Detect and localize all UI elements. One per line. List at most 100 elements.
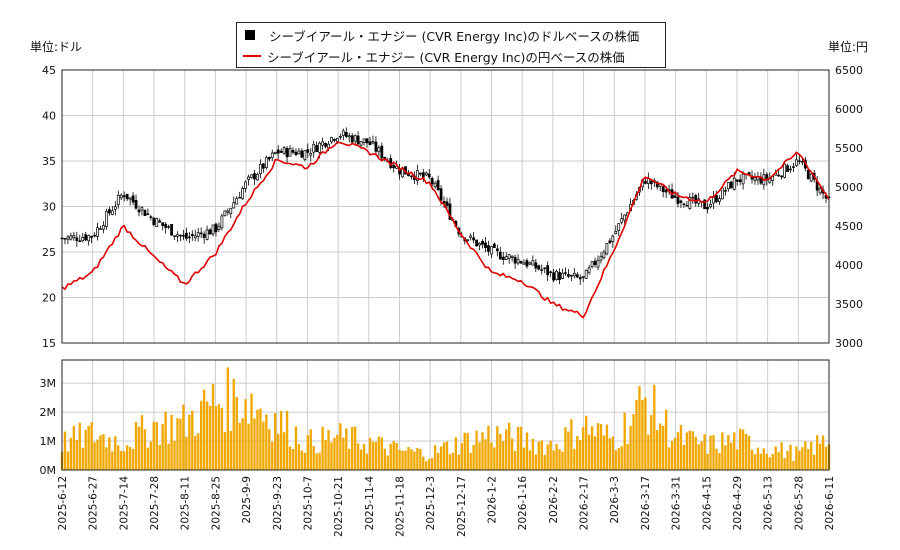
candle-body	[321, 141, 324, 146]
volume-bar	[644, 397, 647, 470]
volume-bar	[762, 448, 766, 470]
x-tick-label: 2025-10-21	[333, 476, 345, 537]
candle-body	[795, 159, 798, 166]
volume-bar	[185, 436, 188, 470]
volume-tick-label: 0M	[40, 464, 57, 477]
volume-bar	[386, 455, 389, 470]
volume-bar	[351, 426, 354, 470]
volume-bar	[709, 435, 712, 470]
candle-body	[415, 170, 419, 182]
candle-body	[81, 237, 85, 241]
x-tick-label: 2025-7-28	[149, 476, 161, 530]
volume-bar	[84, 429, 87, 470]
volume-bar	[137, 426, 141, 470]
volume-bar	[673, 438, 677, 470]
price-plot-frame	[61, 69, 830, 344]
volume-bar	[229, 431, 232, 470]
volume-bar	[813, 454, 816, 470]
volume-bar	[561, 451, 564, 470]
volume-bar	[117, 445, 120, 470]
candle-body	[620, 218, 624, 223]
x-tick-label: 2025-8-11	[180, 476, 192, 530]
volume-bar	[182, 404, 185, 470]
candle-body	[392, 164, 396, 169]
volume-bar	[274, 413, 277, 470]
candle-body	[338, 136, 342, 138]
candle-body	[371, 141, 375, 144]
candle-body	[380, 145, 384, 159]
volume-bar	[611, 436, 614, 470]
candle-body	[504, 256, 508, 260]
candle-body	[723, 190, 727, 192]
volume-bar	[232, 378, 235, 470]
volume-bar	[425, 461, 428, 470]
left-tick-label: 45	[42, 64, 56, 77]
candle-body	[220, 215, 224, 229]
candle-body	[128, 197, 132, 200]
volume-bar	[282, 432, 286, 470]
candle-body	[99, 228, 102, 230]
volume-bar	[303, 452, 307, 470]
volume-bar	[120, 450, 123, 470]
volume-bar	[321, 426, 324, 470]
volume-bar	[759, 453, 763, 470]
volume-bar	[179, 418, 182, 470]
volume-bar	[691, 431, 694, 470]
candle-body	[170, 223, 173, 236]
x-tick-label: 2025-9-9	[241, 476, 253, 524]
candle-body	[90, 235, 93, 238]
volume-bar	[348, 448, 351, 470]
volume-bar	[143, 429, 147, 470]
volume-bar	[573, 448, 576, 470]
volume-bar	[484, 439, 487, 470]
volume-bar	[519, 426, 523, 470]
candle-body	[401, 168, 404, 178]
candle-body	[676, 196, 680, 204]
x-tick-label: 2026-1-2	[487, 476, 499, 524]
volume-bar	[359, 449, 363, 470]
volume-bar	[297, 444, 301, 470]
candle-body	[564, 272, 567, 274]
volume-bar	[815, 435, 819, 470]
volume-bar	[69, 437, 73, 470]
volume-bar	[63, 431, 67, 470]
candle-body	[229, 207, 233, 214]
volume-bar	[428, 458, 431, 470]
candle-body	[119, 194, 123, 199]
volume-bar	[380, 437, 384, 470]
candle-body	[783, 163, 786, 178]
volume-bar	[629, 425, 632, 470]
volume-bar	[374, 441, 378, 470]
volume-bar	[756, 447, 760, 470]
volume-bar	[300, 450, 304, 470]
black-square-icon	[245, 30, 255, 40]
volume-bar	[105, 447, 108, 470]
volume-bar	[626, 443, 629, 470]
volume-bar	[134, 421, 138, 470]
volume-bar	[505, 429, 508, 470]
candle-body	[528, 262, 532, 265]
volume-bar	[667, 447, 671, 470]
volume-bar	[318, 452, 321, 470]
candle-body	[543, 267, 547, 270]
right-tick-label: 6500	[835, 64, 863, 77]
volume-bar	[125, 445, 129, 470]
candle-body	[309, 153, 313, 156]
volume-bar	[744, 434, 748, 470]
candle-body	[344, 131, 348, 137]
volume-bar	[442, 442, 446, 470]
volume-bar	[730, 442, 733, 470]
candle-body	[273, 151, 277, 154]
volume-bar	[457, 454, 461, 470]
volume-bar	[152, 421, 155, 470]
candle-body	[333, 138, 336, 141]
volume-bar	[194, 435, 197, 470]
candle-body	[365, 138, 369, 144]
candle-body	[140, 207, 144, 211]
volume-bar	[596, 423, 600, 470]
candle-body	[501, 256, 505, 260]
candle-body	[495, 248, 499, 251]
volume-bar	[469, 452, 472, 470]
volume-bar	[66, 451, 70, 470]
candle-body	[318, 142, 322, 153]
